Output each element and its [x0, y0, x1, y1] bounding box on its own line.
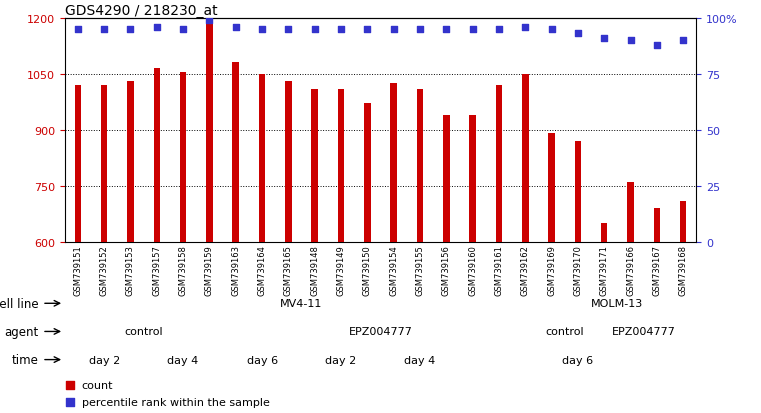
- Text: GSM739160: GSM739160: [468, 244, 477, 295]
- Point: [414, 26, 426, 33]
- Bar: [180, 73, 186, 242]
- Text: agent: agent: [5, 325, 39, 338]
- Text: GSM739162: GSM739162: [521, 244, 530, 295]
- Bar: [206, 24, 213, 242]
- Point: [177, 26, 189, 33]
- Text: GSM739168: GSM739168: [679, 244, 688, 295]
- Point: [301, 171, 313, 177]
- Text: day 4: day 4: [404, 355, 435, 365]
- Text: day 6: day 6: [562, 355, 594, 365]
- Text: cell line: cell line: [0, 297, 39, 310]
- Bar: [601, 223, 607, 242]
- Bar: [154, 69, 160, 242]
- Point: [98, 26, 110, 33]
- Text: GSM739158: GSM739158: [179, 244, 188, 295]
- Text: GSM739153: GSM739153: [126, 244, 135, 295]
- Text: GSM739163: GSM739163: [231, 244, 240, 295]
- Point: [519, 24, 531, 31]
- Text: GSM739157: GSM739157: [152, 244, 161, 295]
- Point: [546, 26, 558, 33]
- Text: MV4-11: MV4-11: [280, 299, 323, 309]
- Text: GSM739166: GSM739166: [626, 244, 635, 295]
- Point: [203, 17, 215, 24]
- Bar: [285, 82, 291, 242]
- Text: GSM739165: GSM739165: [284, 244, 293, 295]
- Bar: [364, 104, 371, 242]
- Point: [124, 26, 136, 33]
- Bar: [627, 183, 634, 242]
- Point: [256, 26, 268, 33]
- Point: [151, 24, 163, 31]
- Text: control: control: [124, 327, 163, 337]
- Point: [387, 26, 400, 33]
- Point: [361, 26, 374, 33]
- Bar: [575, 142, 581, 242]
- Point: [572, 31, 584, 38]
- Point: [230, 24, 242, 31]
- Text: GSM739171: GSM739171: [600, 244, 609, 295]
- Bar: [654, 209, 660, 242]
- Bar: [127, 82, 134, 242]
- Text: MOLM-13: MOLM-13: [591, 299, 644, 309]
- Text: count: count: [82, 380, 113, 390]
- Bar: [75, 85, 81, 242]
- Text: control: control: [546, 327, 584, 337]
- Bar: [522, 74, 529, 242]
- Bar: [311, 89, 318, 242]
- Bar: [417, 89, 423, 242]
- Text: GSM739159: GSM739159: [205, 244, 214, 295]
- Point: [72, 26, 84, 33]
- Text: GSM739170: GSM739170: [573, 244, 582, 295]
- Text: day 2: day 2: [88, 355, 119, 365]
- Text: GSM739150: GSM739150: [363, 244, 372, 295]
- Point: [440, 26, 452, 33]
- Text: time: time: [12, 353, 39, 366]
- Bar: [390, 84, 397, 242]
- Point: [677, 38, 689, 44]
- Bar: [495, 85, 502, 242]
- Bar: [101, 85, 107, 242]
- Text: day 6: day 6: [247, 355, 278, 365]
- Bar: [548, 134, 555, 242]
- Text: day 2: day 2: [326, 355, 357, 365]
- Text: EPZ004777: EPZ004777: [612, 327, 676, 337]
- Point: [625, 38, 637, 44]
- Text: GSM739152: GSM739152: [100, 244, 109, 295]
- Bar: [259, 74, 266, 242]
- Point: [309, 26, 321, 33]
- Point: [301, 328, 313, 335]
- Text: percentile rank within the sample: percentile rank within the sample: [82, 397, 269, 407]
- Text: day 4: day 4: [167, 355, 199, 365]
- Point: [335, 26, 347, 33]
- Point: [651, 42, 663, 49]
- Text: GSM739148: GSM739148: [310, 244, 319, 295]
- Bar: [338, 89, 344, 242]
- Text: GSM739155: GSM739155: [416, 244, 425, 295]
- Text: GSM739169: GSM739169: [547, 244, 556, 295]
- Point: [466, 26, 479, 33]
- Text: GSM739149: GSM739149: [336, 244, 345, 295]
- Bar: [470, 115, 476, 242]
- Text: GDS4290 / 218230_at: GDS4290 / 218230_at: [65, 4, 218, 18]
- Text: GSM739161: GSM739161: [495, 244, 504, 295]
- Text: EPZ004777: EPZ004777: [349, 327, 412, 337]
- Bar: [443, 115, 450, 242]
- Point: [493, 26, 505, 33]
- Text: GSM739164: GSM739164: [257, 244, 266, 295]
- Text: GSM739167: GSM739167: [652, 244, 661, 295]
- Bar: [232, 63, 239, 242]
- Text: GSM739154: GSM739154: [389, 244, 398, 295]
- Point: [598, 36, 610, 42]
- Text: GSM739156: GSM739156: [442, 244, 451, 295]
- Point: [282, 26, 295, 33]
- Bar: [680, 201, 686, 242]
- Text: GSM739151: GSM739151: [73, 244, 82, 295]
